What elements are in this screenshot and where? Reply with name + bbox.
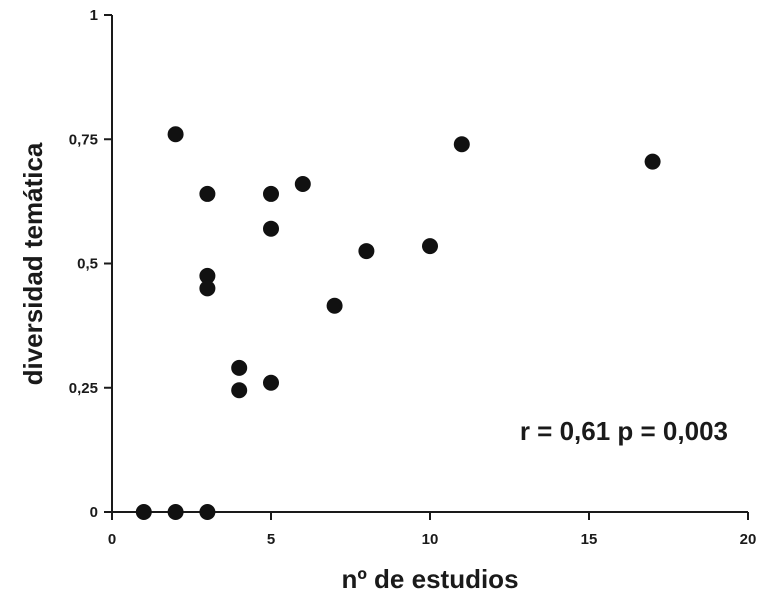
x-tick-label: 10 [422, 531, 439, 548]
correlation-annotation: r = 0,61 p = 0,003 [520, 416, 728, 446]
data-point [231, 359, 248, 376]
data-point [326, 297, 343, 314]
data-point [135, 504, 152, 520]
data-point [263, 220, 279, 237]
data-point [294, 175, 311, 192]
data-point [422, 238, 438, 255]
data-point [199, 280, 216, 297]
data-point [263, 374, 279, 391]
data-point [231, 382, 248, 399]
data-point [167, 126, 184, 143]
y-tick-label: 0,75 [69, 131, 98, 148]
data-point [453, 136, 470, 153]
data-point [167, 504, 184, 520]
data-points [135, 126, 661, 520]
x-axis-title: nº de estudios [341, 564, 518, 594]
data-point [263, 185, 279, 202]
data-point [644, 153, 661, 170]
data-point [199, 267, 216, 284]
y-tick-label: 1 [90, 7, 98, 24]
x-tick-label: 5 [267, 531, 275, 548]
y-tick-label: 0,5 [77, 256, 98, 273]
y-tick-label: 0,25 [69, 380, 98, 397]
data-point [358, 243, 375, 260]
data-point [199, 504, 216, 520]
x-tick-label: 0 [108, 531, 116, 548]
y-tick-label: 0 [90, 504, 98, 521]
x-tick-label: 15 [581, 531, 598, 548]
data-point [199, 185, 216, 202]
x-tick-label: 20 [740, 531, 757, 548]
x-axis-ticks: 0 5 10 15 20 [108, 512, 757, 548]
y-axis-ticks: 0 0,25 0,5 0,75 1 [69, 7, 112, 521]
y-axis-title: diversidad temática [18, 142, 48, 385]
